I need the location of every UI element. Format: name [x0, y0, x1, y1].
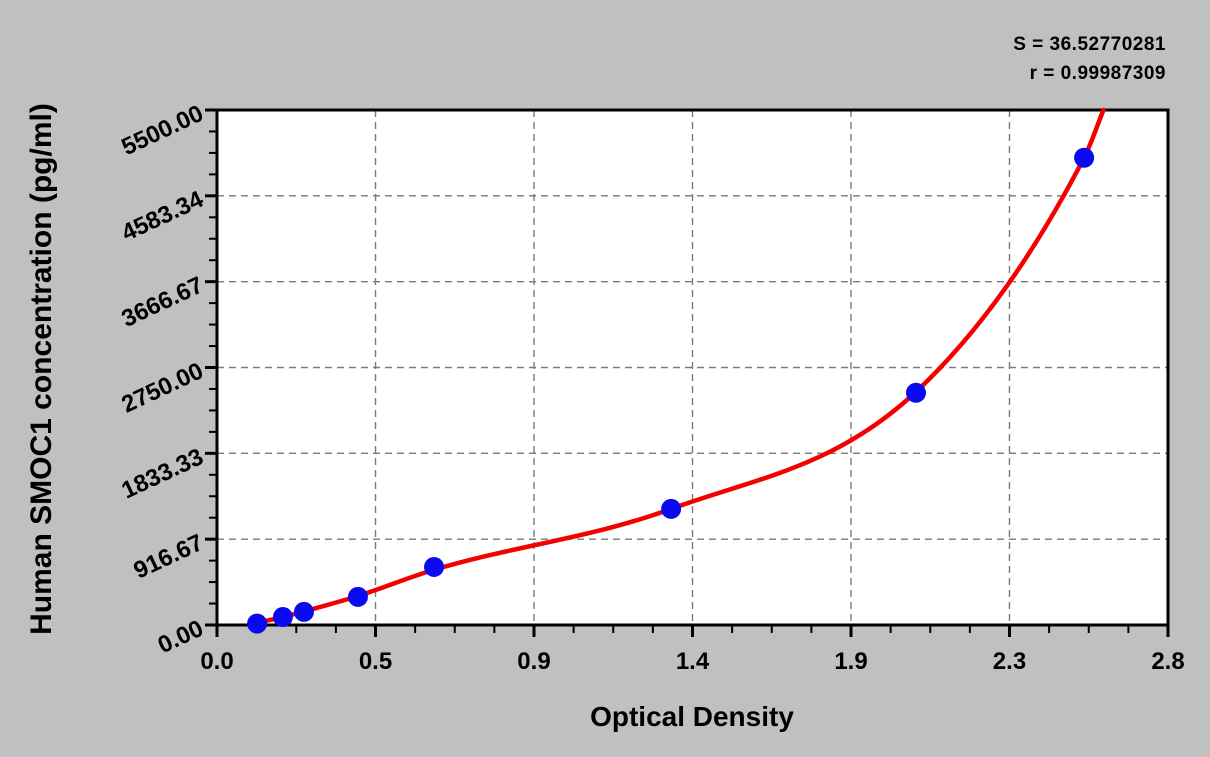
data-point	[293, 601, 314, 622]
x-axis-title: Optical Density	[590, 701, 794, 732]
correlation-stat: r = 0.99987309	[1029, 63, 1166, 84]
y-tick-label: 5500.00	[117, 100, 207, 161]
y-tick-label: 916.67	[130, 529, 208, 584]
y-tick-label: 4583.34	[117, 186, 208, 247]
plot-frame	[215, 108, 1170, 627]
data-point	[661, 498, 682, 519]
x-tick-label: 2.3	[993, 648, 1026, 675]
x-tick-label: 1.9	[834, 648, 867, 675]
y-tick-label: 2750.00	[117, 357, 207, 418]
data-point	[1074, 147, 1095, 168]
y-tick-label: 3666.67	[117, 272, 207, 333]
x-tick-label: 0.0	[200, 648, 233, 675]
x-tick-label: 2.8	[1151, 648, 1184, 675]
slope-stat: S = 36.52770281	[1013, 34, 1166, 55]
data-point	[272, 607, 293, 628]
fit-statistics: S = 36.52770281 r = 0.99987309	[1013, 30, 1166, 88]
y-tick-label: 1833.33	[117, 443, 207, 504]
data-point	[424, 556, 445, 577]
data-point	[247, 613, 268, 634]
x-tick-label: 0.5	[359, 648, 392, 675]
data-point	[347, 586, 368, 607]
x-tick-label: 0.9	[517, 648, 550, 675]
data-point	[905, 382, 926, 403]
x-tick-label: 1.4	[676, 648, 710, 675]
